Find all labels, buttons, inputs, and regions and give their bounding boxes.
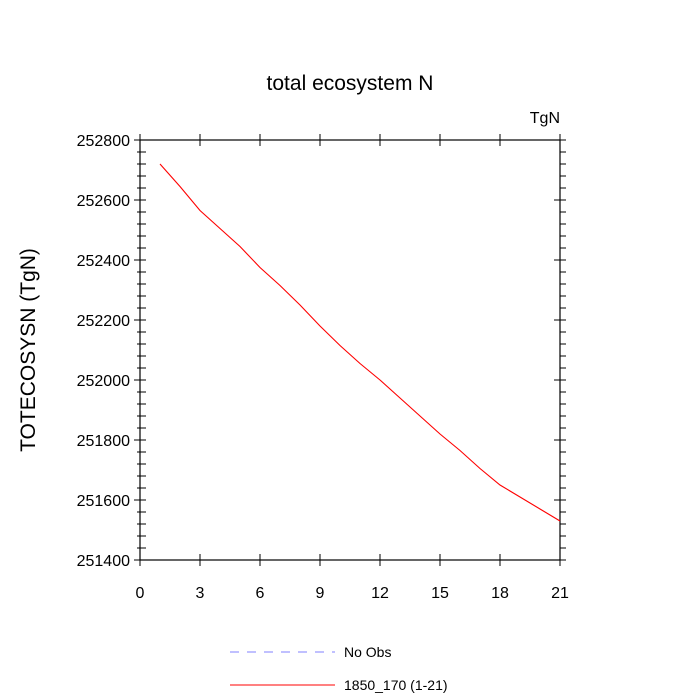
x-tick-label: 18 xyxy=(491,585,509,602)
x-tick-label: 3 xyxy=(196,585,205,602)
series-line xyxy=(159,163,561,522)
series-layer xyxy=(159,163,561,522)
y-tick-label: 252200 xyxy=(77,313,130,330)
x-tick-label: 12 xyxy=(371,585,389,602)
y-tick-label: 251800 xyxy=(77,433,130,450)
y-tick-label: 251400 xyxy=(77,553,130,570)
legend-label: 1850_170 (1-21) xyxy=(344,677,448,693)
y-tick-label: 251600 xyxy=(77,493,130,510)
x-tick-label: 15 xyxy=(431,585,449,602)
y-tick-label: 252600 xyxy=(77,193,130,210)
x-tick-label: 6 xyxy=(256,585,265,602)
y-axis-label: TOTECOSYSN (TgN) xyxy=(17,248,40,452)
chart-title: total ecosystem N xyxy=(267,72,434,95)
x-tick-label: 0 xyxy=(136,585,145,602)
y-tick-label: 252800 xyxy=(77,133,130,150)
legend-label: No Obs xyxy=(344,644,391,660)
axis-ticks: 251400 251600 251800 252000 252200 252400 2526… xyxy=(77,133,569,602)
x-tick-label: 9 xyxy=(316,585,325,602)
units-label: TgN xyxy=(530,110,560,127)
y-tick-label: 252400 xyxy=(77,253,130,270)
plot-frame xyxy=(139,139,561,561)
y-tick-label: 252000 xyxy=(77,373,130,390)
x-tick-label: 21 xyxy=(551,585,569,602)
legend: No Obs 1850_170 (1-21) xyxy=(230,644,448,693)
